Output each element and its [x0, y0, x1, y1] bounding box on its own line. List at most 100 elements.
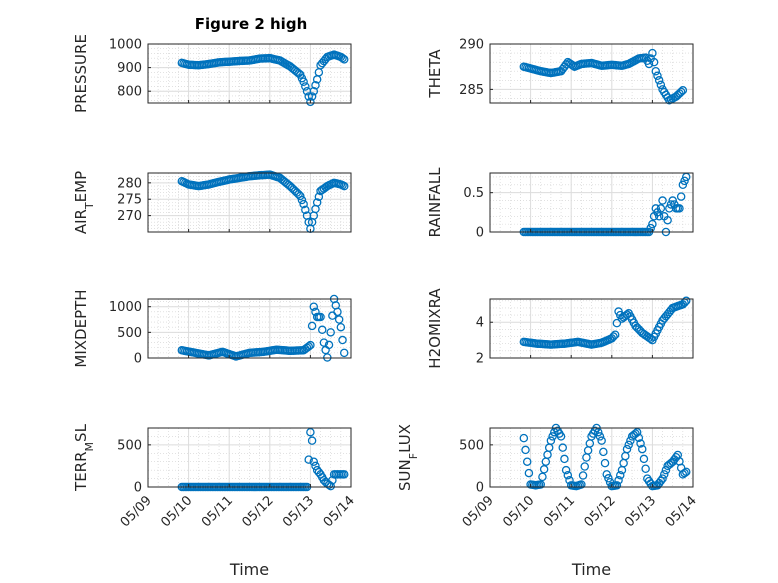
- data-point: [311, 81, 320, 90]
- data-point: [304, 92, 313, 101]
- data-point: [656, 80, 666, 90]
- data-point: [338, 53, 347, 63]
- data-series: [177, 294, 349, 362]
- data-point: [297, 195, 307, 205]
- y-tick-label: 1000: [109, 300, 142, 315]
- data-point: [306, 427, 315, 437]
- data-point: [521, 445, 530, 455]
- data-point: [632, 427, 642, 437]
- data-series: [177, 170, 349, 233]
- data-point: [316, 312, 325, 322]
- x-tick-label: 05/12: [582, 493, 619, 530]
- data-point: [676, 192, 686, 201]
- y-tick-label: 0: [134, 481, 142, 496]
- data-point: [312, 198, 322, 207]
- axes-frame: [147, 427, 352, 488]
- data-point: [309, 86, 319, 96]
- data-point: [299, 77, 308, 87]
- subplot-mixdepth: 0 500 1000 MIXDEPTH: [72, 289, 352, 368]
- subplot-terr-msl: 0 500 05/09 05/10 05/11 05/12 05/13 05/14 Time TE…: [72, 423, 358, 579]
- y-axis-label: PRESSURE: [72, 34, 90, 113]
- data-point: [624, 440, 633, 450]
- data-point: [334, 315, 344, 324]
- data-point: [648, 48, 657, 58]
- y-axis-label: AIRTEMP: [72, 171, 96, 234]
- data-point: [577, 480, 586, 489]
- data-point: [634, 433, 644, 443]
- y-tick-label: 4: [476, 316, 484, 331]
- data-point: [656, 476, 666, 486]
- y-tick-label: 0: [476, 481, 484, 496]
- data-point: [311, 461, 320, 471]
- data-point: [609, 332, 618, 341]
- x-tick-label: 05/09: [460, 493, 497, 530]
- data-point: [309, 457, 319, 466]
- data-point: [656, 204, 666, 213]
- axes-frame: [489, 298, 694, 359]
- data-point: [339, 470, 349, 479]
- axes-frame: [147, 298, 352, 359]
- data-point: [317, 325, 327, 335]
- data-point: [681, 296, 691, 306]
- x-tick-label: 05/09: [118, 493, 155, 530]
- data-series: [519, 296, 691, 349]
- data-point: [612, 318, 622, 328]
- data-point: [307, 92, 317, 101]
- axes-frame: [489, 427, 694, 488]
- y-axis-label: SUNFLUX: [396, 424, 420, 491]
- data-point: [610, 330, 620, 340]
- data-point: [644, 59, 654, 69]
- y-axis-label: TERRMSL: [72, 423, 96, 492]
- axes-background: [490, 173, 693, 232]
- y-tick-label: 500: [117, 438, 142, 453]
- data-point: [654, 76, 664, 85]
- y-tick-label: 800: [117, 85, 142, 100]
- y-tick-label: 270: [117, 209, 142, 224]
- data-point: [641, 464, 650, 473]
- y-tick-label: 275: [117, 193, 142, 208]
- data-point: [604, 474, 613, 483]
- data-point: [668, 196, 677, 205]
- x-tick-label: 05/12: [240, 493, 277, 530]
- subplot-theta: 285 290 THETA: [426, 38, 694, 105]
- data-point: [654, 212, 664, 221]
- data-point: [612, 481, 622, 490]
- y-tick-label: 500: [459, 438, 484, 453]
- data-point: [299, 199, 308, 209]
- y-axis-label: MIXDEPTH: [72, 289, 90, 367]
- axes-background: [148, 44, 351, 103]
- axes-frame: [489, 172, 694, 233]
- y-axis-label: RAINFALL: [426, 167, 444, 238]
- data-point: [306, 97, 315, 107]
- data-point: [306, 340, 315, 350]
- y-tick-label: 2: [476, 352, 484, 367]
- data-point: [326, 328, 335, 337]
- data-point: [556, 432, 566, 441]
- data-point: [638, 444, 647, 454]
- x-tick-label: 05/10: [158, 493, 195, 530]
- data-point: [651, 66, 661, 76]
- data-point: [524, 468, 534, 478]
- subplot-h2omixra: 2 4 H2OMIXRA: [426, 288, 694, 369]
- y-tick-label: 285: [459, 83, 484, 98]
- y-tick-label: 0.5: [463, 186, 484, 201]
- data-point: [675, 204, 684, 213]
- data-point: [307, 436, 317, 445]
- data-series: [519, 423, 691, 491]
- data-point: [561, 465, 571, 475]
- x-tick-label: 05/13: [280, 493, 317, 530]
- data-point: [649, 57, 659, 67]
- data-series: [177, 50, 349, 107]
- y-tick-label: 900: [117, 61, 142, 76]
- x-tick-label: 05/13: [622, 493, 659, 530]
- data-point: [600, 458, 610, 468]
- data-point: [339, 55, 349, 64]
- data-point: [301, 82, 310, 91]
- data-point: [658, 196, 667, 205]
- data-point: [616, 470, 625, 480]
- subplot-rainfall: 0 0.5 RAINFALL: [426, 167, 694, 241]
- data-point: [614, 476, 623, 485]
- data-point: [663, 215, 672, 225]
- data-point: [639, 454, 649, 464]
